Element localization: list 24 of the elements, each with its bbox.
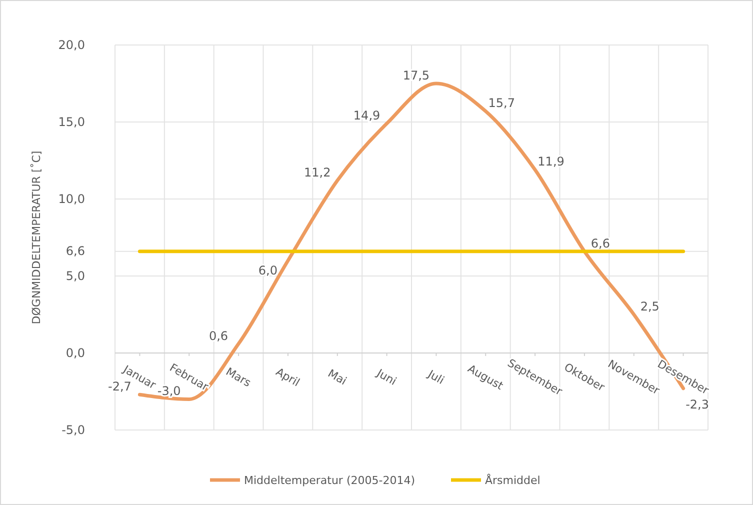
x-tick-label: Juli xyxy=(424,367,446,388)
y-tick-label: 5,0 xyxy=(66,268,85,283)
legend-label: Årsmiddel xyxy=(485,473,540,487)
y-tick-label: 6,6 xyxy=(66,244,85,258)
y-tick-label: 10,0 xyxy=(58,192,85,206)
data-label: 11,2 xyxy=(304,166,331,180)
y-axis-title: DØGNMIDDELTEMPERATUR [˚C] xyxy=(30,150,43,324)
data-label: 0,6 xyxy=(208,328,228,343)
data-label: 17,5 xyxy=(402,68,430,82)
data-label: 2,5 xyxy=(640,300,660,314)
y-tick-label: -5,0 xyxy=(62,422,85,437)
data-label: -2,3 xyxy=(686,397,710,412)
data-label: 11,9 xyxy=(538,154,564,169)
x-tick-label: April xyxy=(274,365,302,390)
y-tick-label: 20,0 xyxy=(58,38,85,52)
data-label: 14,9 xyxy=(353,108,380,123)
x-tick-label: Mai xyxy=(326,366,349,388)
x-tick-label: Juni xyxy=(374,366,399,388)
data-label: 15,7 xyxy=(488,96,515,110)
data-label: 6,0 xyxy=(258,264,278,278)
y-tick-label: 15,0 xyxy=(58,114,85,129)
legend-label: Middeltemperatur (2005-2014) xyxy=(244,474,415,487)
data-label: 6,6 xyxy=(590,236,610,250)
y-tick-label: 0,0 xyxy=(66,346,85,360)
